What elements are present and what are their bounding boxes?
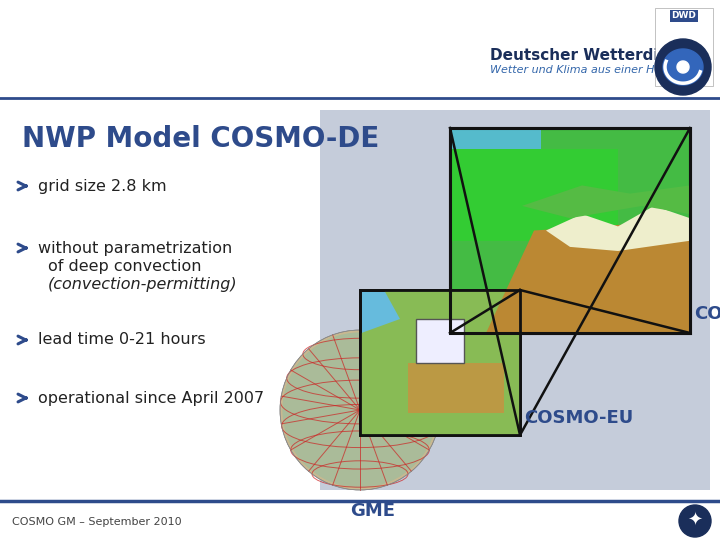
Bar bbox=[408, 362, 504, 413]
Text: Deutscher Wetterdienst: Deutscher Wetterdienst bbox=[490, 48, 696, 63]
Bar bbox=[360, 290, 520, 435]
Polygon shape bbox=[669, 55, 697, 79]
Text: NWP Model COSMO-DE: NWP Model COSMO-DE bbox=[22, 125, 379, 153]
Text: of deep convection: of deep convection bbox=[48, 259, 202, 273]
Text: COSMO-EU: COSMO-EU bbox=[524, 409, 634, 427]
Text: DWD: DWD bbox=[672, 11, 696, 21]
Polygon shape bbox=[677, 61, 689, 73]
Polygon shape bbox=[486, 220, 690, 333]
Polygon shape bbox=[675, 60, 691, 74]
Bar bbox=[450, 148, 618, 241]
Bar bbox=[416, 319, 464, 362]
Bar bbox=[360, 290, 520, 435]
Text: without parametrization: without parametrization bbox=[38, 240, 233, 255]
Text: lead time 0-21 hours: lead time 0-21 hours bbox=[38, 333, 206, 348]
Circle shape bbox=[282, 333, 438, 488]
Text: grid size 2.8 km: grid size 2.8 km bbox=[38, 179, 166, 193]
Bar bbox=[450, 128, 690, 333]
Bar bbox=[450, 128, 541, 220]
Text: COSMO GM – September 2010: COSMO GM – September 2010 bbox=[12, 517, 181, 527]
Polygon shape bbox=[360, 290, 520, 435]
Text: operational since April 2007: operational since April 2007 bbox=[38, 390, 264, 406]
Bar bbox=[320, 110, 710, 490]
Bar bbox=[450, 128, 690, 333]
Text: GME: GME bbox=[350, 502, 395, 520]
Polygon shape bbox=[546, 206, 690, 251]
Text: COSMO-DE: COSMO-DE bbox=[694, 305, 720, 323]
Circle shape bbox=[679, 505, 711, 537]
Text: ✦: ✦ bbox=[688, 512, 703, 530]
Text: Wetter und Klima aus einer Hand: Wetter und Klima aus einer Hand bbox=[490, 65, 675, 75]
Text: (convection-permitting): (convection-permitting) bbox=[48, 276, 238, 292]
Polygon shape bbox=[663, 49, 703, 85]
Circle shape bbox=[280, 330, 440, 490]
Polygon shape bbox=[522, 185, 690, 218]
Bar bbox=[655, 8, 713, 86]
Circle shape bbox=[655, 39, 711, 95]
